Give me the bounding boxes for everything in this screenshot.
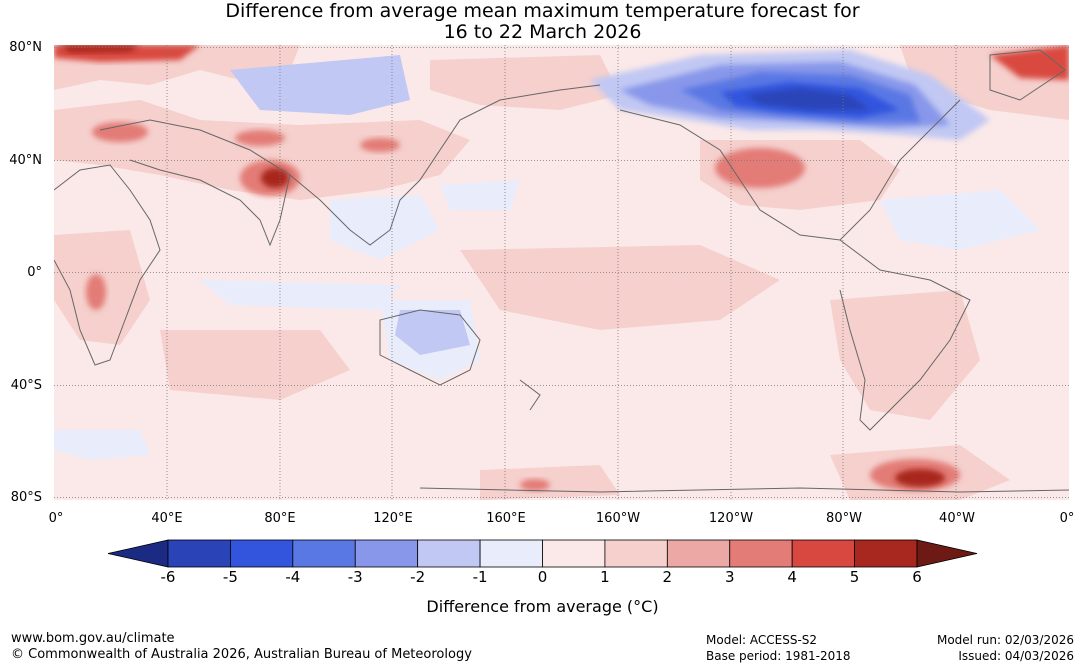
colorbar-cells (107, 539, 978, 568)
colorbar-tick-label: -5 (222, 568, 238, 586)
issued-date: Issued: 04/03/2026 (958, 649, 1074, 663)
anomaly-area (395, 310, 470, 355)
lon-label: 120°W (708, 511, 754, 526)
colorbar-cell (167, 539, 231, 568)
map-title-line-2: 16 to 22 March 2026 (443, 21, 642, 43)
colorbar-min-extension (107, 539, 169, 568)
anomaly-area (880, 190, 1040, 250)
colorbar-cell (230, 539, 294, 568)
lat-label: 40°S (10, 378, 42, 393)
anomaly-area (261, 168, 289, 188)
anomaly-area (60, 45, 140, 53)
lon-label: 80°W (826, 511, 862, 526)
anomaly-area (54, 430, 150, 460)
lon-label: 0° (48, 511, 64, 526)
colorbar-cell (854, 539, 918, 568)
anomaly-area (54, 100, 470, 200)
anomaly-area (200, 280, 400, 310)
map-title-line-1: Difference from average mean maximum tem… (225, 0, 860, 22)
temperature-anomaly-map (54, 45, 1069, 500)
base-period: Base period: 1981-2018 (706, 649, 851, 663)
colorbar-tick-label: -4 (285, 568, 301, 586)
colorbar-tick-label: 6 (912, 568, 922, 586)
anomaly-area (715, 148, 805, 188)
anomaly-area (92, 122, 148, 142)
colorbar-cell (479, 539, 543, 568)
colorbar-tick-label: 3 (724, 568, 735, 586)
model-run-date: Model run: 02/03/2026 (936, 633, 1074, 647)
anomaly-area (830, 290, 980, 420)
colorbar-tick-label: 5 (849, 568, 860, 586)
colorbar (107, 539, 978, 568)
anomaly-area (86, 274, 106, 310)
colorbar-tick-label: 4 (787, 568, 797, 586)
colorbar-label: Difference from average (°C) (426, 597, 659, 616)
colorbar-cell (729, 539, 793, 568)
colorbar-cell (292, 539, 356, 568)
anomaly-area (520, 479, 550, 491)
anomaly-area (330, 195, 440, 260)
model-name: Model: ACCESS-S2 (706, 633, 818, 647)
colorbar-cell (666, 539, 731, 568)
colorbar-tick-label: -1 (472, 568, 488, 586)
anomaly-area (745, 88, 870, 110)
lon-label: 120°E (373, 511, 413, 526)
anomaly-area (440, 180, 520, 210)
anomaly-area (990, 45, 1069, 80)
colorbar-cell (417, 539, 481, 568)
colorbar-tick-label: 2 (662, 568, 673, 586)
anomaly-area (895, 469, 945, 487)
colorbar-tick-label: 1 (600, 568, 610, 586)
lon-label: 160°W (595, 511, 641, 526)
anomaly-area (230, 55, 410, 115)
lon-label: 40°E (151, 511, 183, 526)
anomaly-area (235, 130, 285, 146)
lat-label: 40°N (9, 153, 42, 168)
copyright-text: © Commonwealth of Australia 2026, Austra… (11, 647, 472, 662)
lat-label: 0° (27, 265, 42, 280)
anomaly-area (160, 330, 350, 400)
colorbar-cell (604, 539, 668, 568)
graticule (54, 45, 1069, 500)
lon-label: 0° (1059, 511, 1075, 526)
lon-label: 160°E (486, 511, 526, 526)
colorbar-tick-label: -3 (347, 568, 363, 586)
website-link[interactable]: www.bom.gov.au/climate (11, 631, 175, 646)
anomaly-area (360, 138, 400, 152)
lat-label: 80°N (9, 40, 42, 55)
lon-label: 80°E (264, 511, 296, 526)
colorbar-cell (542, 539, 606, 568)
colorbar-cell (354, 539, 419, 568)
colorbar-cell (791, 539, 855, 568)
colorbar-tick-label: -6 (160, 568, 176, 586)
anomaly-area (430, 55, 620, 110)
coastlines (54, 49, 1069, 493)
lon-label: 40°W (939, 511, 975, 526)
colorbar-tick-label: 0 (537, 568, 548, 586)
anomaly-area (460, 245, 780, 330)
anomaly-field (54, 45, 1069, 500)
lat-label: 80°S (10, 490, 42, 505)
colorbar-tick-label: -2 (410, 568, 426, 586)
colorbar-max-extension (916, 539, 978, 568)
